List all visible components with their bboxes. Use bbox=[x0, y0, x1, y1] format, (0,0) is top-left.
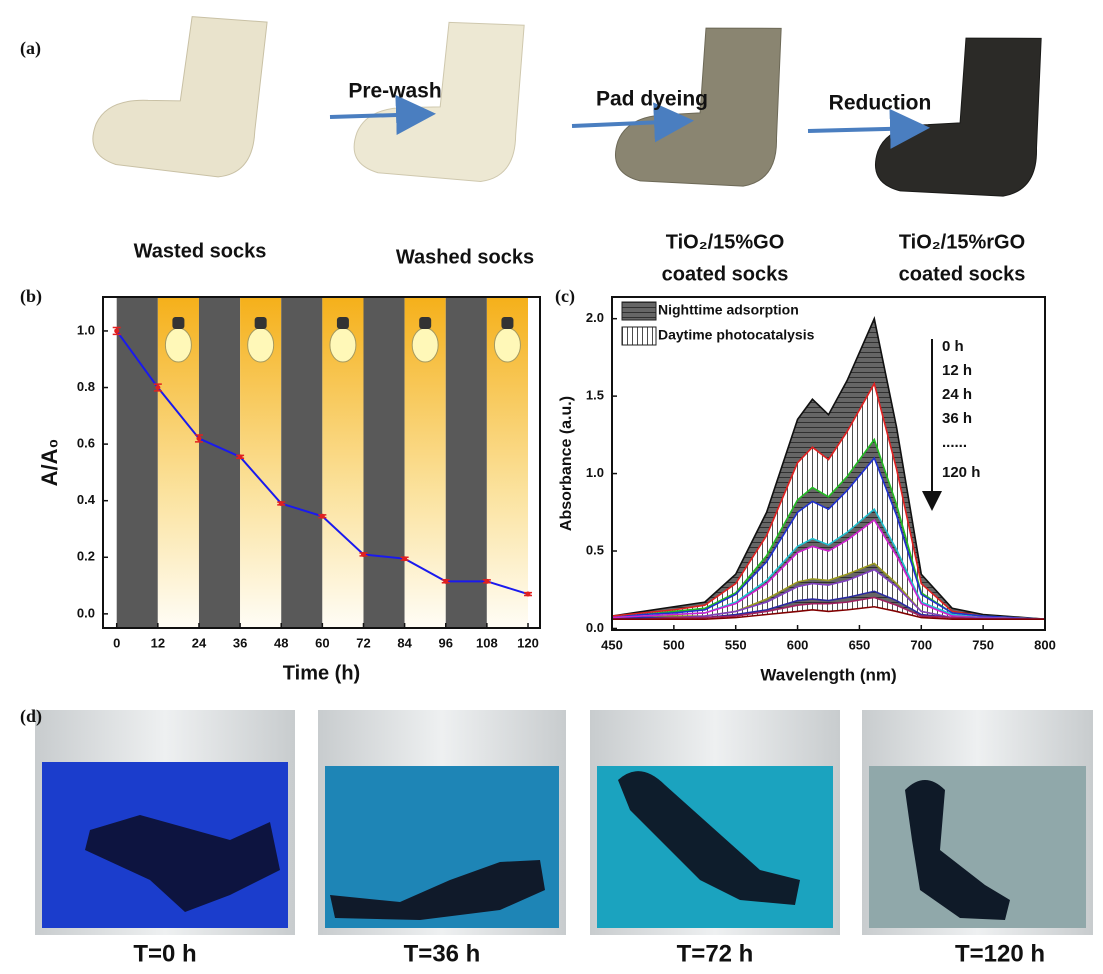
legend-swatch bbox=[622, 302, 656, 320]
night-band bbox=[281, 297, 322, 628]
data-point bbox=[238, 454, 243, 459]
panel-label: (b) bbox=[20, 286, 42, 307]
bulb-cap bbox=[255, 317, 267, 329]
bulb-cap bbox=[172, 317, 184, 329]
y-axis-label: A/A₀ bbox=[37, 439, 62, 487]
x-tick-label: 450 bbox=[601, 637, 623, 652]
annotation-text: 24 h bbox=[942, 386, 972, 403]
bulb bbox=[248, 328, 274, 362]
bulb-cap bbox=[337, 317, 349, 329]
y-tick-label: 0.5 bbox=[586, 542, 604, 557]
night-band bbox=[199, 297, 240, 628]
legend-swatch bbox=[622, 327, 656, 345]
tank bbox=[318, 710, 566, 935]
data-point bbox=[279, 501, 284, 506]
annotation-text: 12 h bbox=[942, 362, 972, 379]
data-point bbox=[114, 328, 119, 333]
step-caption: TiO₂/15%rGO bbox=[899, 231, 1025, 253]
x-tick-label: 750 bbox=[972, 637, 994, 652]
arrow-label: Pad dyeing bbox=[596, 88, 708, 111]
y-tick-label: 0.0 bbox=[586, 620, 604, 635]
x-tick-label: 96 bbox=[439, 635, 453, 650]
x-tick-label: 0 bbox=[113, 635, 120, 650]
arrow-label: Pre-wash bbox=[348, 80, 441, 103]
panel-label: (a) bbox=[20, 38, 41, 59]
data-point bbox=[402, 556, 407, 561]
data-point bbox=[526, 592, 531, 597]
x-axis-label: Wavelength (nm) bbox=[760, 665, 896, 684]
y-tick-label: 1.5 bbox=[586, 388, 604, 403]
annotation-text: 120 h bbox=[942, 464, 980, 481]
x-tick-label: 800 bbox=[1034, 637, 1056, 652]
bulb bbox=[494, 328, 520, 362]
step-caption: TiO₂/15%GO bbox=[666, 231, 785, 253]
bulb-cap bbox=[419, 317, 431, 329]
sock bbox=[90, 0, 271, 183]
tank-caption: T=0 h bbox=[133, 940, 196, 967]
annotation-text: ...... bbox=[942, 434, 967, 451]
data-point bbox=[155, 385, 160, 390]
y-tick-label: 0.8 bbox=[77, 379, 95, 394]
step-caption: coated socks bbox=[899, 263, 1026, 285]
panel-label: (d) bbox=[20, 706, 42, 727]
tank bbox=[590, 710, 840, 935]
x-tick-label: 84 bbox=[397, 635, 412, 650]
bulb bbox=[412, 328, 438, 362]
night-band bbox=[363, 297, 404, 628]
data-point bbox=[320, 514, 325, 519]
x-axis-label: Time (h) bbox=[283, 662, 360, 684]
data-point bbox=[196, 436, 201, 441]
x-tick-label: 72 bbox=[356, 635, 370, 650]
y-tick-label: 0.6 bbox=[77, 436, 95, 451]
arrow-label: Reduction bbox=[829, 92, 932, 115]
night-band bbox=[446, 297, 487, 628]
x-tick-label: 500 bbox=[663, 637, 685, 652]
y-tick-label: 0.2 bbox=[77, 549, 95, 564]
x-tick-label: 24 bbox=[192, 635, 207, 650]
x-tick-label: 600 bbox=[787, 637, 809, 652]
bulb bbox=[330, 328, 356, 362]
x-tick-label: 120 bbox=[517, 635, 539, 650]
bulb bbox=[165, 328, 191, 362]
tank-caption: T=72 h bbox=[677, 940, 754, 967]
figure: (a) (b) (c) (d) Wasted socks Washed socks TiO₂… bbox=[0, 0, 1103, 974]
data-point bbox=[484, 579, 489, 584]
tank-photos bbox=[35, 710, 1093, 935]
y-tick-label: 1.0 bbox=[77, 322, 95, 337]
panel-label: (c) bbox=[555, 286, 575, 307]
y-tick-label: 0.0 bbox=[77, 605, 95, 620]
chart: 0 12 24 36 48 60 72 84 96 108 120 0.0 0.2 0.4 0.6 0.8 1.… bbox=[37, 297, 540, 684]
annotation-text: 36 h bbox=[942, 410, 972, 427]
legend-label: Daytime photocatalysis bbox=[658, 327, 815, 343]
legend-label: Nighttime adsorption bbox=[658, 302, 799, 318]
tank-caption: T=36 h bbox=[404, 940, 481, 967]
x-tick-label: 700 bbox=[910, 637, 932, 652]
x-tick-label: 650 bbox=[849, 637, 871, 652]
data-point bbox=[443, 579, 448, 584]
step-caption: coated socks bbox=[662, 263, 789, 285]
x-tick-label: 36 bbox=[233, 635, 247, 650]
tank bbox=[35, 710, 295, 935]
y-tick-label: 1.0 bbox=[586, 465, 604, 480]
tank bbox=[862, 710, 1093, 935]
night-band bbox=[117, 297, 158, 628]
annotation-text: 0 h bbox=[942, 338, 964, 355]
y-tick-label: 0.4 bbox=[77, 492, 96, 507]
x-tick-label: 60 bbox=[315, 635, 329, 650]
y-tick-label: 2.0 bbox=[586, 310, 604, 325]
x-tick-label: 12 bbox=[151, 635, 165, 650]
tank-caption: T=120 h bbox=[955, 940, 1045, 967]
bulb-cap bbox=[501, 317, 513, 329]
data-point bbox=[361, 552, 366, 557]
step-caption: Washed socks bbox=[396, 246, 534, 268]
x-tick-label: 550 bbox=[725, 637, 747, 652]
y-axis-label: Absorbance (a.u.) bbox=[558, 396, 575, 531]
x-tick-label: 108 bbox=[476, 635, 498, 650]
step-caption: Wasted socks bbox=[134, 240, 267, 262]
chart: Nighttime adsorption Daytime photocatalys… bbox=[558, 297, 1056, 684]
x-tick-label: 48 bbox=[274, 635, 288, 650]
